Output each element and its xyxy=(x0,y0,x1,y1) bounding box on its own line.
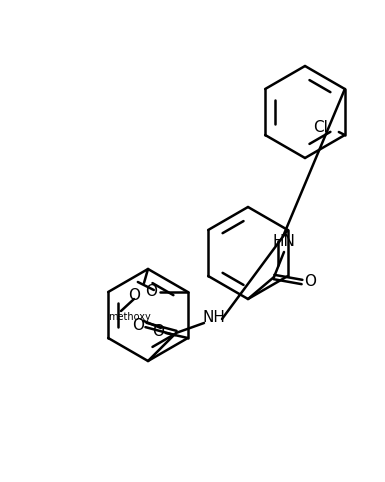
Text: methoxy: methoxy xyxy=(109,312,151,322)
Text: O: O xyxy=(145,284,157,299)
Text: NH: NH xyxy=(203,309,226,324)
Text: O: O xyxy=(128,287,140,303)
Text: Cl: Cl xyxy=(313,120,328,134)
Text: O: O xyxy=(152,323,164,338)
Text: O: O xyxy=(304,275,316,290)
Text: O: O xyxy=(132,318,144,333)
Text: HN: HN xyxy=(273,235,295,250)
